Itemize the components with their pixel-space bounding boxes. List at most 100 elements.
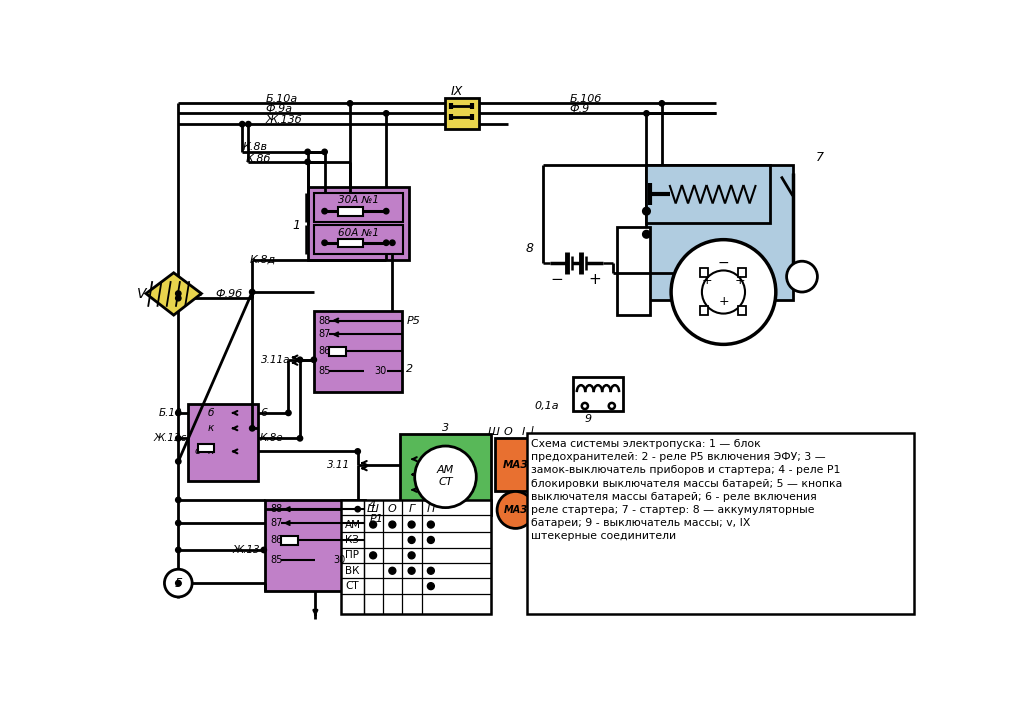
Text: К.8е: К.8е	[260, 433, 284, 443]
Bar	[444, 98, 478, 129]
Text: 7: 7	[816, 151, 824, 164]
Bar	[313, 193, 403, 222]
Circle shape	[286, 410, 291, 416]
Text: +: +	[735, 274, 745, 287]
Circle shape	[534, 437, 583, 486]
Circle shape	[355, 506, 360, 512]
Text: Р1: Р1	[370, 514, 383, 524]
Circle shape	[175, 547, 181, 552]
Bar	[313, 225, 403, 254]
Bar	[495, 438, 538, 491]
Text: 30: 30	[374, 367, 386, 376]
Text: 85: 85	[318, 367, 331, 376]
Text: 3.11а: 3.11а	[261, 355, 291, 365]
Circle shape	[415, 446, 476, 508]
Text: 0,1а: 0,1а	[535, 401, 559, 411]
Text: 88: 88	[318, 315, 331, 325]
Text: 60А №1: 60А №1	[338, 228, 379, 238]
Circle shape	[297, 435, 303, 441]
Text: V: V	[137, 287, 146, 301]
Text: Б.10: Б.10	[159, 408, 182, 418]
Bar	[341, 500, 490, 614]
Bar	[188, 404, 258, 481]
Text: Ф.9а: Ф.9а	[265, 104, 293, 114]
Text: 5: 5	[174, 577, 182, 590]
Bar	[527, 433, 913, 614]
Text: ВК: ВК	[345, 566, 359, 576]
Circle shape	[409, 536, 415, 543]
Circle shape	[582, 403, 588, 409]
Circle shape	[175, 458, 181, 464]
Text: −: −	[718, 256, 729, 270]
Bar	[646, 165, 793, 300]
Text: К.8д: К.8д	[250, 254, 276, 265]
Circle shape	[389, 567, 396, 574]
Text: 87: 87	[318, 329, 331, 339]
Text: 30: 30	[333, 555, 345, 565]
Text: 3.11: 3.11	[327, 461, 350, 470]
Text: 4: 4	[370, 500, 377, 510]
Text: Ж.13: Ж.13	[233, 545, 260, 555]
Circle shape	[390, 240, 395, 245]
Circle shape	[175, 410, 181, 416]
Bar	[700, 268, 708, 278]
Bar	[700, 306, 708, 315]
Circle shape	[246, 121, 251, 127]
Text: к: к	[208, 447, 214, 456]
Text: 86: 86	[318, 346, 331, 356]
Text: О: О	[388, 504, 396, 514]
Text: б: б	[208, 408, 214, 418]
Circle shape	[347, 101, 352, 106]
Circle shape	[297, 357, 303, 362]
Circle shape	[643, 207, 650, 215]
Text: 87: 87	[270, 518, 283, 528]
Circle shape	[165, 569, 193, 597]
Text: МАЗ: МАЗ	[503, 459, 528, 470]
Bar	[400, 435, 490, 515]
Text: Ш: Ш	[488, 427, 500, 437]
Circle shape	[608, 403, 614, 409]
Text: −: −	[550, 272, 563, 287]
Text: ПР: ПР	[345, 550, 359, 560]
Circle shape	[786, 261, 817, 292]
Text: П: П	[427, 504, 435, 514]
Polygon shape	[146, 273, 202, 315]
Text: к: к	[208, 423, 214, 433]
Text: 85: 85	[270, 555, 283, 565]
Text: АМ: АМ	[345, 519, 361, 529]
Circle shape	[370, 521, 377, 528]
Text: Ф.9: Ф.9	[569, 104, 590, 114]
Circle shape	[311, 357, 316, 362]
Circle shape	[175, 497, 181, 503]
Circle shape	[240, 121, 245, 127]
Text: О: О	[504, 427, 512, 437]
Circle shape	[175, 580, 181, 586]
Circle shape	[175, 520, 181, 526]
Circle shape	[497, 491, 535, 529]
Text: I: I	[531, 426, 534, 435]
Circle shape	[305, 159, 310, 165]
Text: 3: 3	[442, 423, 450, 433]
Text: 2: 2	[407, 364, 414, 374]
Circle shape	[608, 403, 614, 409]
Text: с: с	[195, 447, 201, 456]
Circle shape	[261, 547, 266, 552]
Text: Ж.13б: Ж.13б	[265, 114, 302, 125]
Text: 8: 8	[525, 243, 534, 255]
Bar	[313, 311, 402, 392]
Bar	[198, 444, 214, 452]
Text: +: +	[589, 272, 601, 287]
Text: IX: IX	[451, 86, 463, 98]
Text: Б.10а: Б.10а	[265, 94, 298, 104]
Text: Р5: Р5	[407, 315, 420, 325]
Circle shape	[643, 231, 650, 238]
Text: КЗ: КЗ	[345, 535, 359, 545]
Text: Ф.9б: Ф.9б	[215, 290, 243, 299]
Circle shape	[409, 552, 415, 559]
Bar	[330, 348, 346, 356]
Text: 30А №1: 30А №1	[338, 196, 379, 205]
Bar	[339, 207, 364, 216]
Circle shape	[427, 583, 434, 590]
Bar	[646, 165, 770, 223]
Circle shape	[409, 567, 415, 574]
